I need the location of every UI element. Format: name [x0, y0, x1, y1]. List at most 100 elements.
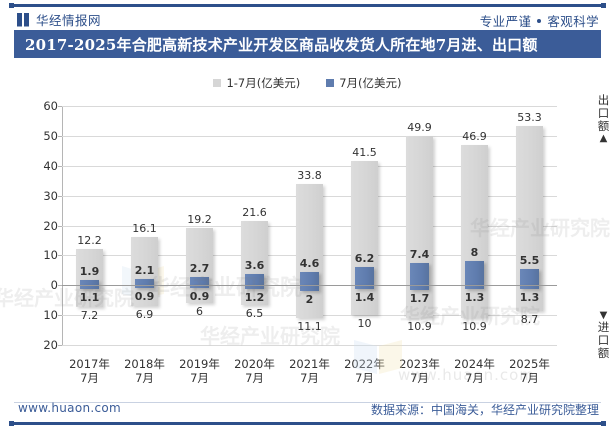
- legend-label-month: 7月(亿美元): [339, 76, 402, 90]
- legend-swatch-blue: [326, 79, 335, 87]
- bar-gray-period[interactable]: [131, 237, 158, 306]
- y-tick-label: 20: [43, 338, 58, 352]
- bar-blue-import[interactable]: [520, 285, 539, 290]
- bar-blue-export[interactable]: [135, 278, 154, 286]
- y-tick-label: 40: [43, 158, 58, 173]
- arrow-up-icon: ▲: [599, 133, 608, 144]
- bar-blue-export[interactable]: [520, 268, 539, 286]
- label-period-export: 41.5: [352, 146, 377, 160]
- x-label-month: 7月: [80, 371, 99, 385]
- x-axis-category: 2021年 7月: [282, 357, 337, 385]
- bar-blue-export[interactable]: [80, 279, 99, 286]
- y-tick-label: 10: [43, 308, 58, 323]
- y-tick-mark: [58, 165, 62, 167]
- label-period-export: 16.1: [132, 222, 157, 236]
- x-label-year: 2017年: [69, 357, 110, 371]
- legend-item-period[interactable]: 1-7月(亿美元): [213, 75, 300, 91]
- bar-gray-period[interactable]: [186, 227, 213, 304]
- y-tick-mark: [58, 255, 62, 257]
- label-period-export: 19.2: [187, 212, 212, 226]
- zero-line: [62, 285, 557, 287]
- x-axis-category: 2018年 7月: [117, 357, 172, 385]
- label-month-import: 1.7: [409, 292, 430, 306]
- plot-area: 60 50 40 30 20 10 0 10 20 12.2 1.9 1.1 7.2 16.1 2.1 0.…: [0, 92, 615, 360]
- label-month-import: 2: [305, 293, 314, 307]
- label-period-import: 6.5: [245, 306, 264, 320]
- bar-blue-import[interactable]: [245, 285, 264, 289]
- label-period-export: 46.9: [462, 130, 487, 144]
- x-label-year: 2024年: [454, 357, 495, 371]
- slogan-right: 客观科学: [547, 14, 599, 29]
- label-month-export: 6.2: [354, 251, 375, 265]
- bar-column[interactable]: [117, 106, 172, 345]
- bar-blue-export[interactable]: [410, 263, 429, 286]
- y-tick-mark: [58, 285, 62, 287]
- bar-blue-export[interactable]: [465, 261, 484, 286]
- bar-blue-import[interactable]: [410, 285, 429, 291]
- bar-gray-period[interactable]: [351, 161, 378, 316]
- gridline: [62, 165, 557, 167]
- x-axis-category: 2023年 7月: [392, 357, 447, 385]
- page-title: 2017-2025年合肥高新技术产业开发区商品收发货人所在地7月进、出口额: [25, 35, 538, 54]
- bar-column[interactable]: [337, 106, 392, 345]
- bar-column[interactable]: [227, 106, 282, 345]
- label-period-import: 6: [196, 305, 203, 319]
- bar-column[interactable]: [282, 106, 337, 345]
- y-tick-mark: [58, 225, 62, 227]
- bar-group: 12.2 1.9 1.1 7.2 16.1 2.1 0.9 6.9 19.2 2.7 0.9 6 21.…: [62, 106, 557, 345]
- bar-gray-period[interactable]: [296, 184, 323, 319]
- bar-column[interactable]: [502, 106, 557, 345]
- x-axis-labels: 2017年 7月 2018年 7月 2019年 7月 2020年 7月 2021年 7月 2022年…: [62, 357, 557, 389]
- bar-blue-export[interactable]: [190, 277, 209, 286]
- label-month-export: 2.7: [189, 262, 210, 276]
- import-axis-caption: ▼ 进口额: [596, 310, 611, 360]
- x-axis-category: 2022年 7月: [337, 357, 392, 385]
- label-month-export: 5.5: [519, 253, 540, 267]
- x-axis-category: 2024年 7月: [447, 357, 502, 385]
- bar-gray-period[interactable]: [406, 136, 433, 318]
- bar-blue-import[interactable]: [355, 285, 374, 290]
- bar-column[interactable]: [172, 106, 227, 345]
- bar-column[interactable]: [447, 106, 502, 345]
- label-period-export: 49.9: [407, 121, 432, 135]
- label-period-export: 12.2: [77, 233, 102, 247]
- bar-blue-export[interactable]: [245, 274, 264, 286]
- bar-blue-import[interactable]: [465, 285, 484, 290]
- brand-bar: 华经情报网 专业严谨 客观科学: [0, 8, 615, 30]
- legend-swatch-gray: [213, 79, 222, 87]
- footer: www.huaon.com 数据来源：中国海关，华经产业研究院整理: [0, 401, 615, 419]
- x-label-year: 2022年: [344, 357, 385, 371]
- bar-gray-period[interactable]: [241, 220, 268, 305]
- label-period-import: 6.9: [135, 307, 154, 321]
- bar-blue-import[interactable]: [190, 285, 209, 288]
- x-label-year: 2019年: [179, 357, 220, 371]
- arrow-down-icon: ▼: [599, 310, 608, 321]
- bar-column[interactable]: [392, 106, 447, 345]
- bar-column[interactable]: [62, 106, 117, 345]
- label-month-import: 0.9: [189, 289, 210, 303]
- bullet-dot-icon: [537, 18, 542, 23]
- export-caption-text: 出口额: [597, 93, 610, 133]
- label-month-import: 1.4: [354, 291, 375, 305]
- label-month-import: 1.3: [519, 291, 540, 305]
- slogan-left: 专业严谨: [479, 14, 532, 29]
- label-month-import: 1.2: [244, 290, 265, 304]
- bar-gray-period[interactable]: [76, 248, 103, 307]
- x-axis-category: 2020年 7月: [227, 357, 282, 385]
- bar-blue-export[interactable]: [300, 271, 319, 286]
- bar-blue-import[interactable]: [300, 285, 319, 292]
- label-period-export: 53.3: [517, 111, 542, 125]
- x-label-year: 2021年: [289, 357, 330, 371]
- label-period-import: 8.7: [520, 313, 539, 327]
- label-month-export: 1.9: [79, 264, 100, 278]
- bottom-divider: [9, 421, 606, 426]
- gridline: [62, 345, 557, 346]
- bar-blue-export[interactable]: [355, 266, 374, 286]
- bar-blue-import[interactable]: [135, 285, 154, 288]
- x-label-year: 2018年: [124, 357, 165, 371]
- bar-blue-import[interactable]: [80, 285, 99, 289]
- legend-item-month[interactable]: 7月(亿美元): [326, 75, 402, 91]
- footer-url[interactable]: www.huaon.com: [18, 401, 122, 415]
- y-tick-label: 30: [43, 188, 58, 203]
